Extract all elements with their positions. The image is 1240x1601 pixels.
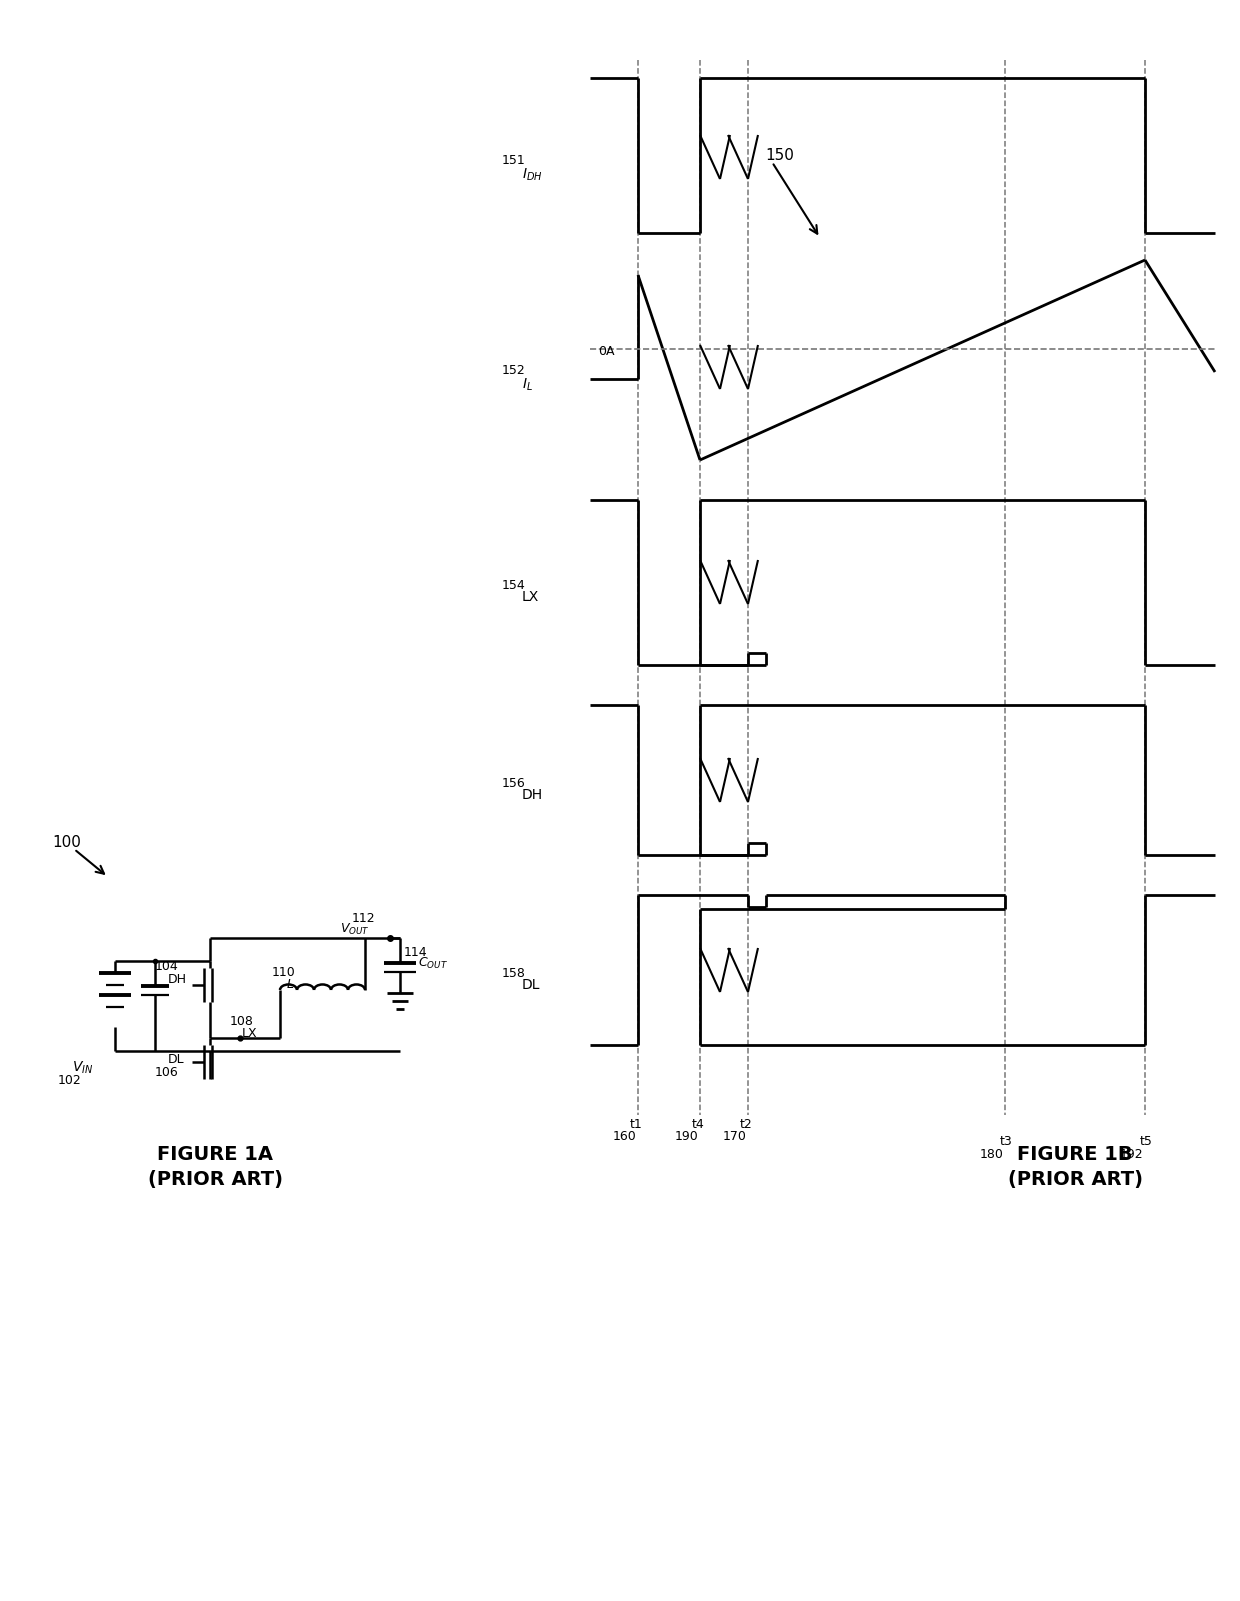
Text: DH: DH — [522, 788, 543, 802]
Text: 158: 158 — [502, 967, 526, 980]
Text: 106: 106 — [155, 1066, 179, 1079]
Text: FIGURE 1B: FIGURE 1B — [1017, 1145, 1133, 1164]
Text: LX: LX — [242, 1026, 258, 1041]
Text: $V_{IN}$: $V_{IN}$ — [72, 1060, 93, 1076]
Text: 108: 108 — [229, 1015, 254, 1028]
Text: $I_{DH}$: $I_{DH}$ — [522, 167, 543, 184]
Text: 0A: 0A — [598, 344, 615, 359]
Text: $V_{OUT}$: $V_{OUT}$ — [340, 922, 370, 937]
Text: DH: DH — [167, 973, 187, 986]
Text: 102: 102 — [58, 1074, 82, 1087]
Text: t1: t1 — [630, 1117, 642, 1130]
Text: $I_L$: $I_L$ — [522, 376, 533, 394]
Text: 104: 104 — [155, 961, 179, 973]
Text: t4: t4 — [692, 1117, 704, 1130]
Text: LX: LX — [522, 591, 539, 604]
Text: 190: 190 — [675, 1130, 699, 1143]
Text: 151: 151 — [502, 154, 526, 167]
Text: 152: 152 — [502, 363, 526, 376]
Text: 110: 110 — [272, 965, 296, 978]
Text: t5: t5 — [1140, 1135, 1153, 1148]
Text: 154: 154 — [502, 580, 526, 592]
Text: (PRIOR ART): (PRIOR ART) — [148, 1170, 283, 1190]
Text: 114: 114 — [404, 946, 428, 959]
Text: (PRIOR ART): (PRIOR ART) — [1007, 1170, 1142, 1190]
Text: $C_{OUT}$: $C_{OUT}$ — [418, 956, 448, 972]
Text: 170: 170 — [723, 1130, 746, 1143]
Text: t3: t3 — [999, 1135, 1013, 1148]
Text: DL: DL — [167, 1053, 185, 1066]
Text: $L$: $L$ — [286, 978, 294, 991]
Text: t2: t2 — [740, 1117, 753, 1130]
Text: FIGURE 1A: FIGURE 1A — [157, 1145, 273, 1164]
Text: DL: DL — [522, 978, 541, 993]
Text: 192: 192 — [1120, 1148, 1143, 1161]
Text: 100: 100 — [52, 836, 81, 850]
Text: 156: 156 — [502, 776, 526, 789]
Text: 180: 180 — [980, 1148, 1004, 1161]
Text: 112: 112 — [352, 913, 376, 925]
Text: 150: 150 — [765, 147, 794, 163]
Text: 160: 160 — [613, 1130, 637, 1143]
